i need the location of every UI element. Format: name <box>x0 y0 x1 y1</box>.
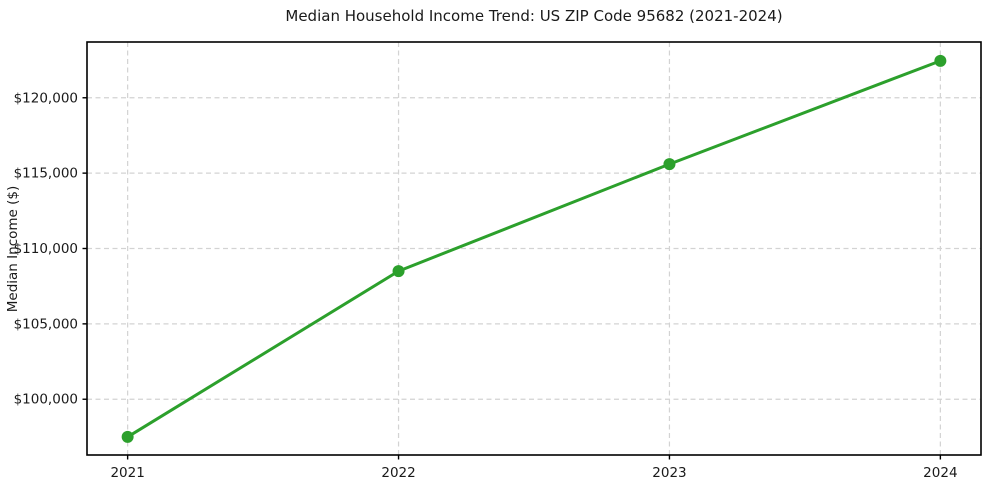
x-tick-label: 2022 <box>381 465 415 481</box>
data-point-2021 <box>121 430 134 443</box>
y-tick-label: $100,000 <box>14 392 78 408</box>
x-tick-label: 2024 <box>923 465 957 481</box>
y-tick-label: $115,000 <box>14 166 78 182</box>
data-point-2022 <box>392 265 405 278</box>
y-tick-label: $105,000 <box>14 316 78 332</box>
chart-title: Median Household Income Trend: US ZIP Co… <box>285 7 783 25</box>
income-trend-line <box>126 59 942 439</box>
data-point-2023 <box>663 158 676 171</box>
y-tick-label: $120,000 <box>14 90 78 106</box>
y-tick-label: $110,000 <box>14 241 78 257</box>
x-tick-label: 2021 <box>110 465 144 481</box>
data-point-2024 <box>934 54 947 67</box>
x-tick-label: 2023 <box>652 465 686 481</box>
